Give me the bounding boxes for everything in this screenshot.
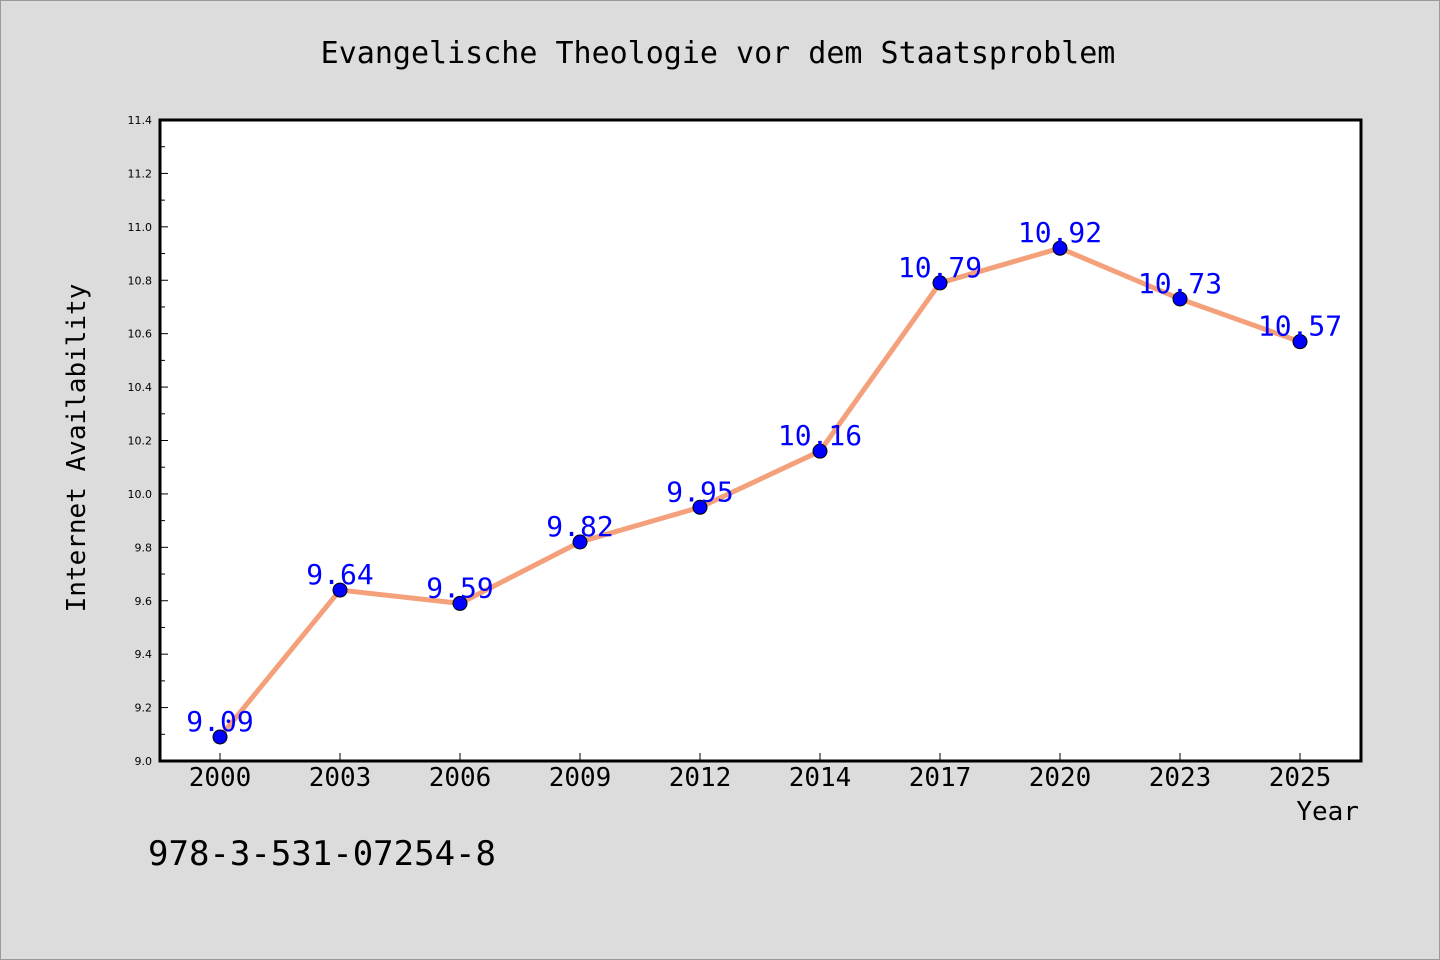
y-axis: 9.0 9.2 9.4 9.6 9.8 10.0 10.2 10.4 10.6 10.8 11.0 1… [128, 114, 168, 768]
data-label: 9.82 [546, 510, 613, 543]
chart-title: Evangelische Theologie vor dem Staatspro… [321, 36, 1116, 71]
x-tick-label: 2014 [789, 763, 852, 793]
isbn-annotation: 978-3-531-07254-8 [148, 834, 496, 874]
x-tick-label: 2000 [189, 763, 252, 793]
data-point [692, 499, 708, 515]
y-tick-label: 11.4 [128, 114, 153, 127]
series-line [218, 245, 1301, 739]
x-tick-label: 2003 [309, 763, 372, 793]
data-label: 9.59 [426, 571, 493, 604]
y-tick-label: 11.0 [128, 221, 153, 234]
y-tick-label: 10.0 [128, 488, 153, 501]
x-axis: 2000 2003 2006 2009 2012 2014 2017 2020 2023 2025 [189, 753, 1332, 793]
data-point [212, 729, 228, 745]
y-tick-label: 10.4 [128, 381, 153, 394]
data-label: 10.73 [1138, 267, 1222, 300]
data-label: 9.64 [306, 558, 373, 591]
data-point [1052, 240, 1068, 256]
data-label: 10.57 [1258, 310, 1342, 343]
data-point [1172, 291, 1188, 307]
data-label: 9.09 [186, 705, 253, 738]
data-point [1292, 334, 1308, 350]
y-tick-label: 9.8 [135, 541, 153, 554]
x-tick-label: 2025 [1269, 763, 1332, 793]
data-series [212, 240, 1308, 745]
data-label: 9.95 [666, 475, 733, 508]
data-point [812, 443, 828, 459]
y-tick-label: 10.6 [128, 328, 153, 341]
data-point [452, 595, 468, 611]
data-label: 10.79 [898, 251, 982, 284]
y-tick-label: 11.2 [128, 167, 153, 180]
x-tick-label: 2012 [669, 763, 732, 793]
y-axis-label: Internet Availability [62, 284, 92, 613]
y-tick-label: 9.2 [135, 702, 153, 715]
data-labels: 9.09 9.64 9.59 9.82 9.95 10.16 10.79 10.92 10.73… [186, 216, 1342, 738]
x-tick-label: 2017 [909, 763, 972, 793]
data-point [932, 275, 948, 291]
data-point [332, 582, 348, 598]
y-tick-label: 10.2 [128, 435, 153, 448]
data-label: 10.92 [1018, 216, 1102, 249]
y-tick-label: 10.8 [128, 274, 153, 287]
data-point [572, 534, 588, 550]
plot-area [158, 118, 1363, 763]
y-tick-label: 9.4 [135, 648, 153, 661]
y-tick-label: 9.6 [135, 595, 153, 608]
y-tick-label: 9.0 [135, 755, 153, 768]
data-label: 10.16 [778, 419, 862, 452]
x-tick-label: 2020 [1029, 763, 1092, 793]
x-tick-label: 2023 [1149, 763, 1212, 793]
x-tick-label: 2009 [549, 763, 612, 793]
x-axis-label: Year [1296, 797, 1359, 827]
x-tick-label: 2006 [429, 763, 492, 793]
